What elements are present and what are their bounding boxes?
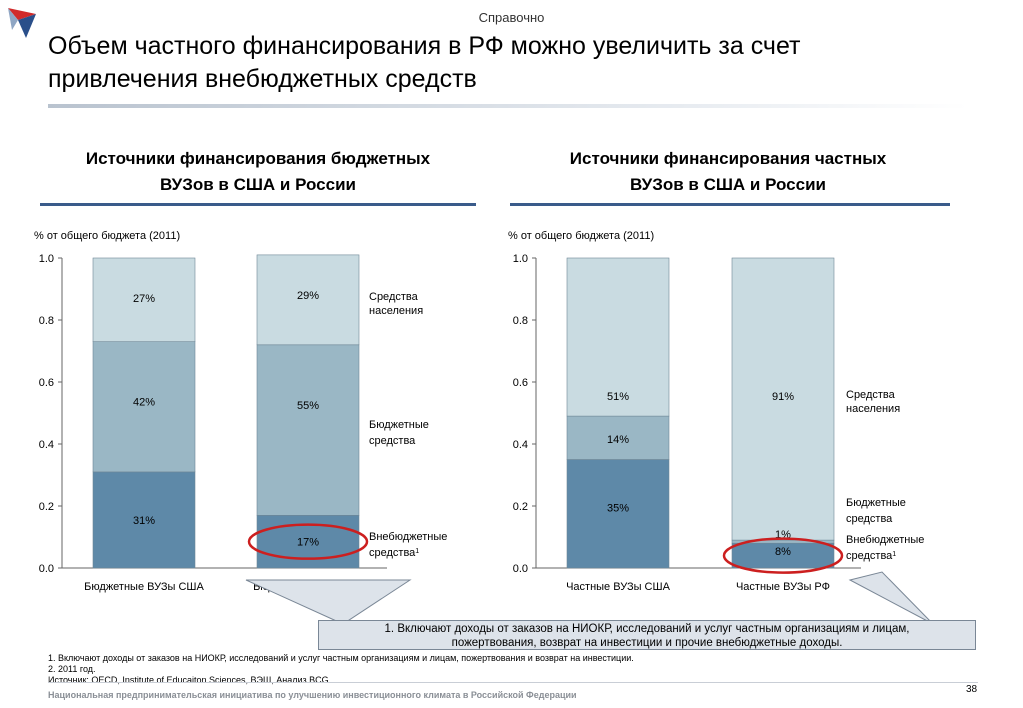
chart1-callout-pointer xyxy=(245,579,412,625)
page-title-line2: привлечения внебюджетных средств xyxy=(48,65,477,93)
chart1-category-label: Бюджетные ВУЗы США xyxy=(84,581,204,593)
chart1-segment-label: 17% xyxy=(297,536,319,548)
left-panel-title-line1: Источники финансирования бюджетных xyxy=(85,149,431,168)
chart1-bar-budget-2 xyxy=(256,344,360,516)
right-unit-label: % от общего бюджета (2011) xyxy=(508,230,655,242)
footer-text: Национальная предпринимательская инициат… xyxy=(48,690,577,700)
chart1-legend-label: Внебюджетные xyxy=(369,531,447,543)
chart1-legend-label: средства1 xyxy=(369,547,419,559)
footnote-callout: 1. Включают доходы от заказов на НИОКР, … xyxy=(318,620,976,650)
chart2-y-tick-label: 0.2 xyxy=(513,501,528,513)
chart2-legend-label: Бюджетные xyxy=(846,497,906,509)
chart2-segment-label: 14% xyxy=(607,434,629,446)
footnotes: 1. Включают доходы от заказов на НИОКР, … xyxy=(48,653,634,686)
chart1-legend-superscript: 1 xyxy=(415,548,419,555)
chart1-highlight-ellipse xyxy=(247,523,369,560)
chart1-legend-label: средства xyxy=(369,435,416,447)
chart2-y-tick-label: 0.0 xyxy=(513,563,528,575)
chart2-legend-label: населения xyxy=(846,403,900,415)
chart1-segment-label: 42% xyxy=(133,397,155,409)
chart1-bar-population-1 xyxy=(92,257,196,342)
callout-line2: пожертвования, возврат на инвестиции и п… xyxy=(451,637,843,649)
chart1-bar-extra-1 xyxy=(92,471,196,569)
chart2-bar-extra-2 xyxy=(731,542,835,569)
chart2-bar-budget-1 xyxy=(566,415,670,460)
page-number: 38 xyxy=(966,684,978,695)
chart1-legend-label: населения xyxy=(369,305,423,317)
right-panel-title-line2: ВУЗов в США и России xyxy=(629,175,826,194)
chart1-segment-label: 29% xyxy=(297,290,319,302)
chart1-y-tick-label: 0.0 xyxy=(39,563,54,575)
chart2-y-tick-label: 1.0 xyxy=(513,253,528,265)
chart1-segment-label: 55% xyxy=(297,400,319,412)
chart1-segment-label: 27% xyxy=(133,293,155,305)
chart2-legend-label: Средства xyxy=(846,389,896,401)
chart1-bar-budget-1 xyxy=(92,341,196,473)
section-tag: Справочно xyxy=(478,10,545,25)
chart2-bar-population-2 xyxy=(731,257,835,541)
footnote-2: 2. 2011 год. xyxy=(48,664,96,674)
chart2-category-label: Частные ВУЗы США xyxy=(566,581,670,593)
footer-divider xyxy=(48,682,978,683)
chart1-bar-population-2 xyxy=(256,254,360,346)
chart2-y-tick-label: 0.4 xyxy=(513,439,528,451)
page-title-line1: Объем частного финансирования в РФ можно… xyxy=(48,32,801,60)
callout-line1: 1. Включают доходы от заказов на НИОКР, … xyxy=(384,623,910,635)
chart2-segment-label: 8% xyxy=(775,546,791,558)
chart2-bar-extra-1 xyxy=(566,459,670,569)
right-panel-title-line1: Источники финансирования частных xyxy=(569,149,887,168)
chart1-legend-label: Бюджетные xyxy=(369,419,429,431)
chart1-y-tick-label: 0.6 xyxy=(39,377,54,389)
chart2-y-tick-label: 0.6 xyxy=(513,377,528,389)
chart2-segment-label: 51% xyxy=(607,391,629,403)
left-panel-divider xyxy=(40,203,476,206)
chart1-legend-label: Средства xyxy=(369,291,419,303)
chart2-legend-label: Внебюджетные xyxy=(846,534,924,546)
left-panel-title: Источники финансирования бюджетных ВУЗов… xyxy=(28,146,488,198)
right-panel-title: Источники финансирования частных ВУЗов в… xyxy=(498,146,958,198)
chart1-y-tick-label: 0.2 xyxy=(39,501,54,513)
page-title: Объем частного финансирования в РФ можно… xyxy=(48,30,1008,96)
chart2-segment-label: 91% xyxy=(772,391,794,403)
chart2-category-label: Частные ВУЗы РФ xyxy=(736,581,830,593)
source-note: Источник: OECD, Institute of Educaiton S… xyxy=(48,675,329,685)
right-panel-divider xyxy=(510,203,950,206)
chart2-segment-label: 35% xyxy=(607,503,629,515)
chart1-y-tick-label: 1.0 xyxy=(39,253,54,265)
logo-icon xyxy=(8,8,36,38)
footnote-1: 1. Включают доходы от заказов на НИОКР, … xyxy=(48,653,634,663)
chart1-segment-label: 31% xyxy=(133,515,155,527)
chart1-y-tick-label: 0.8 xyxy=(39,315,54,327)
chart1-y-tick-label: 0.4 xyxy=(39,439,54,451)
chart2-highlight-ellipse xyxy=(722,537,844,574)
chart2-legend-label: средства xyxy=(846,513,893,525)
chart2-legend-label: средства1 xyxy=(846,550,896,562)
left-panel-title-line2: ВУЗов в США и России xyxy=(159,175,356,194)
left-unit-label: % от общего бюджета (2011) xyxy=(34,230,181,242)
chart2-legend-superscript: 1 xyxy=(892,551,896,558)
title-divider xyxy=(48,104,968,108)
chart2-bar-population-1 xyxy=(566,257,670,417)
chart2-callout-pointer xyxy=(848,571,934,625)
chart2-y-tick-label: 0.8 xyxy=(513,315,528,327)
